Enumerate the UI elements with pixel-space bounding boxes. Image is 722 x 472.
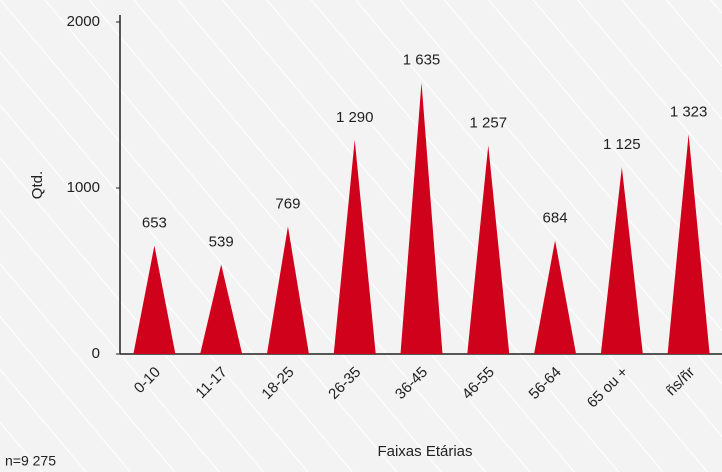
y-tick-label: 2000 <box>67 13 100 30</box>
note: n=9 275 <box>5 453 56 469</box>
y-tick-label: 1000 <box>67 179 100 196</box>
bar <box>333 139 376 354</box>
bar <box>266 226 309 354</box>
data-label: 1 257 <box>470 114 508 131</box>
bar <box>467 145 510 354</box>
x-axis-title: Faixas Etárias <box>377 443 472 460</box>
bar <box>600 167 643 354</box>
bar <box>667 134 710 354</box>
data-label: 1 635 <box>403 52 441 69</box>
y-axis-title: Qtd. <box>29 171 46 199</box>
bar <box>200 264 243 354</box>
data-label: 1 125 <box>603 136 641 153</box>
data-label: 684 <box>543 209 568 226</box>
bar <box>400 82 443 354</box>
y-tick-label: 0 <box>92 345 100 362</box>
bar <box>534 240 577 354</box>
data-label: 769 <box>275 195 300 212</box>
data-label: 653 <box>142 215 167 232</box>
data-label: 1 290 <box>336 109 374 126</box>
bar <box>133 245 176 354</box>
data-label: 539 <box>209 233 234 250</box>
data-label: 1 323 <box>670 103 708 120</box>
